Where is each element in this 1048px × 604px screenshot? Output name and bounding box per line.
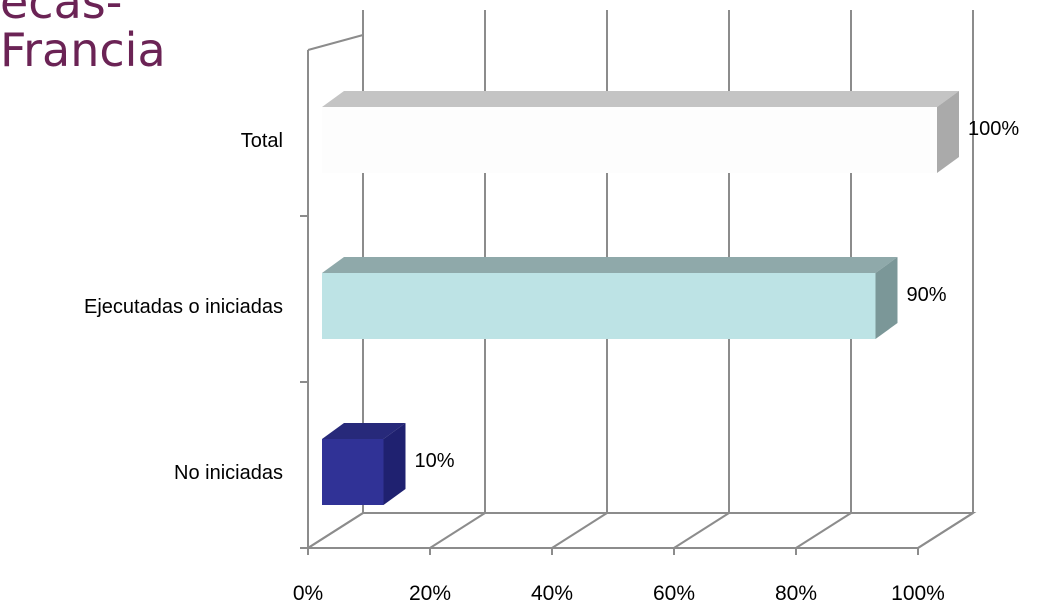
left-wall-top-edge — [307, 34, 364, 51]
brand-line-2: Francia — [0, 23, 166, 77]
gridline-floor — [795, 512, 852, 549]
axes — [300, 215, 919, 555]
bar-top-face — [322, 423, 406, 439]
category-label: No iniciadas — [174, 462, 283, 484]
gridline-floor — [673, 512, 730, 549]
bar-side-face — [937, 91, 959, 173]
brand-line-1: ecas- — [0, 0, 123, 29]
category-label: Total — [241, 130, 283, 152]
bar-1 — [322, 273, 876, 339]
bar-top-face — [322, 257, 898, 273]
bars — [322, 91, 959, 505]
x-tick-label: 40% — [531, 582, 573, 604]
data-label: 100% — [968, 118, 1019, 140]
category-label: Ejecutadas o iniciadas — [84, 296, 283, 318]
x-tick-label: 60% — [653, 582, 695, 604]
x-tick-label: 80% — [775, 582, 817, 604]
x-tick-label: 100% — [891, 582, 945, 604]
bar-side-face — [383, 423, 406, 505]
gridline-floor — [551, 512, 608, 549]
labels: 0% 20% 40% 60% 80% 100% Total 100% Ejecutadas o … — [84, 118, 1019, 604]
data-label: 90% — [907, 284, 947, 306]
x-tick-label: 0% — [293, 582, 323, 604]
gridline-floor — [429, 512, 486, 549]
brand-logo: ecas- Francia — [0, 0, 166, 74]
bar-top-face — [322, 91, 959, 107]
gridline-floor — [307, 512, 364, 549]
bar-side-face — [875, 257, 898, 339]
bar-0 — [322, 107, 937, 173]
x-tick-label: 20% — [409, 582, 451, 604]
gridline-floor — [917, 512, 974, 549]
bar-2 — [322, 439, 384, 505]
data-label: 10% — [415, 450, 455, 472]
floor — [304, 512, 977, 549]
